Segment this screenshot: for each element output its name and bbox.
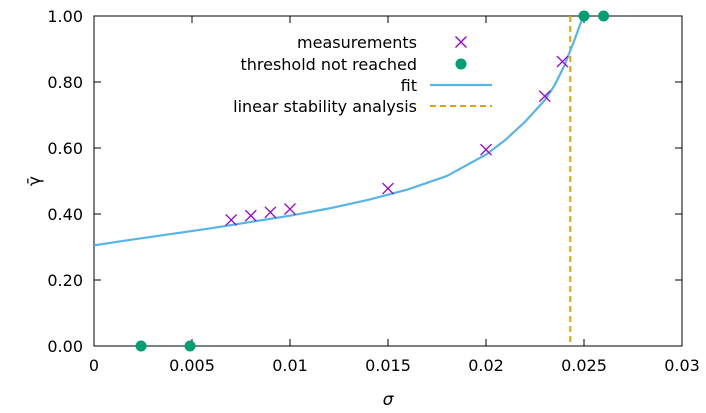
x-tick-label: 0.02 — [468, 356, 504, 375]
y-tick-label: 0.00 — [47, 337, 83, 356]
x-tick-label: 0 — [89, 356, 99, 375]
x-tick-label: 0.01 — [272, 356, 308, 375]
x-tick-label: 0.03 — [664, 356, 700, 375]
x-tick-label: 0.015 — [365, 356, 411, 375]
threshold-point — [184, 340, 196, 352]
threshold-point — [135, 340, 147, 352]
fit-line — [93, 15, 585, 247]
measurement-point — [480, 143, 492, 156]
threshold-point — [578, 10, 590, 22]
legend-measurements-label: measurements — [297, 33, 417, 52]
threshold-point — [598, 10, 610, 22]
legend-stability-label: linear stability analysis — [233, 97, 417, 116]
measurement-point — [264, 206, 277, 219]
x-axis-label: σ — [383, 390, 395, 410]
legend: measurements threshold not reached fit line… — [233, 33, 492, 116]
legend-measurements-marker — [455, 36, 467, 48]
data-layer — [93, 10, 610, 352]
legend-threshold-marker — [455, 58, 467, 70]
legend-fit-label: fit — [401, 76, 417, 95]
x-tick-label: 0.005 — [169, 356, 215, 375]
measurement-point — [556, 55, 569, 68]
measurement-point — [284, 203, 296, 216]
y-tick-label: 0.80 — [47, 73, 83, 92]
y-tick-label: 0.20 — [47, 271, 83, 290]
x-tick-label: 0.025 — [561, 356, 607, 375]
measurement-point — [225, 213, 238, 226]
measurement-point — [538, 90, 551, 103]
y-tick-label: 0.60 — [47, 139, 83, 158]
y-axis-label: γ̄ — [25, 176, 45, 186]
y-tick-label: 0.40 — [47, 205, 83, 224]
y-tick-label: 1.00 — [47, 7, 83, 26]
measurement-point — [244, 209, 257, 222]
measurement-point — [382, 182, 394, 195]
ticks: 0 0.005 0.01 0.015 0.02 0.025 0.03 0.00 0.20 0.40… — [47, 7, 699, 375]
legend-threshold-label: threshold not reached — [240, 55, 417, 74]
